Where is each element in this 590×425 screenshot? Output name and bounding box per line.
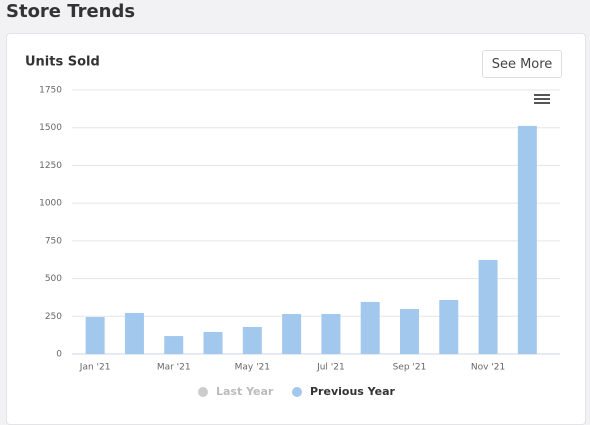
bar: [124, 312, 144, 354]
legend-label: Previous Year: [310, 385, 395, 398]
bar: [164, 336, 184, 354]
bar: [360, 301, 380, 354]
y-tick-label: 0: [56, 350, 62, 360]
bar: [242, 326, 262, 354]
y-tick-label: 1250: [39, 161, 62, 171]
bar: [478, 260, 498, 354]
x-tick-label: Mar '21: [157, 363, 191, 373]
y-tick-label: 1000: [39, 199, 62, 209]
x-tick-label: Jul '21: [316, 363, 345, 373]
bar: [203, 331, 223, 354]
chart-title: Units Sold: [25, 55, 100, 70]
menu-icon[interactable]: [534, 94, 550, 104]
bar: [517, 125, 537, 355]
x-tick-label: Nov '21: [471, 363, 505, 373]
y-tick-label: 500: [45, 274, 62, 284]
legend-label: Last Year: [216, 385, 274, 398]
legend-marker: [292, 387, 302, 397]
page-title: Store Trends: [6, 1, 136, 22]
y-tick-label: 1750: [39, 86, 62, 96]
page: Store Trends See More Units Sold 0 250 500…: [6, 1, 586, 425]
y-tick-label: 250: [45, 312, 62, 322]
bar: [321, 314, 341, 354]
x-tick-label: Jan '21: [79, 363, 111, 373]
chart: Units Sold 0 250 500 750 1000 1250 1500 1750 Jan…: [25, 55, 560, 398]
x-tick-label: Sep '21: [393, 363, 427, 373]
bar: [282, 314, 302, 354]
bar: [399, 309, 419, 354]
bar: [85, 317, 105, 354]
bar: [439, 299, 459, 354]
y-tick-label: 1500: [39, 123, 62, 133]
card: [6, 33, 586, 425]
see-more-button[interactable]: See More: [482, 50, 562, 78]
y-tick-label: 750: [45, 236, 62, 246]
x-tick-label: May '21: [235, 363, 270, 373]
legend-marker: [198, 387, 208, 397]
